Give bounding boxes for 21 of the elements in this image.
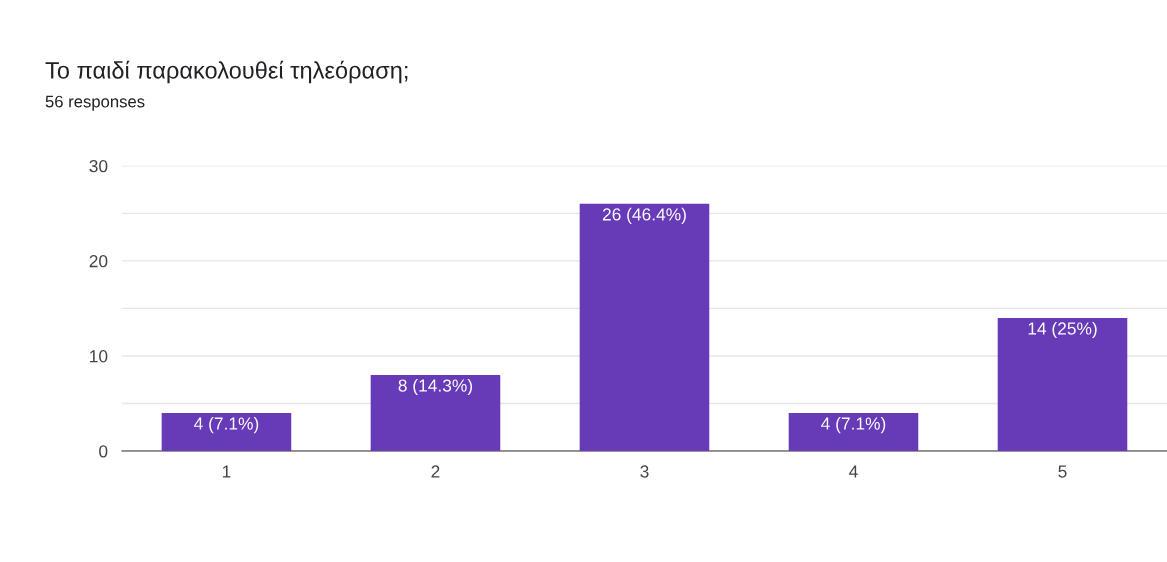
bar <box>579 203 710 451</box>
y-tick-label: 0 <box>99 445 108 458</box>
x-tick-label: 1 <box>222 465 231 478</box>
y-tick-label: 20 <box>89 255 108 268</box>
chart-subtitle: 56 responses <box>45 95 145 111</box>
y-tick-label: 30 <box>89 159 108 173</box>
chart-title: Το παιδί παρακολουθεί τηλεόραση; <box>45 60 408 84</box>
x-tick-label: 5 <box>1058 465 1067 478</box>
bar <box>370 374 501 451</box>
data-label: 4 (7.1%) <box>821 416 886 434</box>
bar <box>788 412 919 451</box>
x-tick-label: 3 <box>640 465 649 478</box>
y-tick-label: 10 <box>90 350 108 363</box>
data-label: 26 (46.4%) <box>602 207 686 224</box>
bar <box>161 412 292 451</box>
data-label: 4 (7.1%) <box>194 416 259 434</box>
data-label: 8 (14.3%) <box>398 378 473 396</box>
bar <box>997 317 1128 451</box>
data-label: 14 (25%) <box>1028 321 1097 339</box>
x-tick-label: 4 <box>849 465 858 478</box>
x-tick-label: 2 <box>431 465 440 478</box>
